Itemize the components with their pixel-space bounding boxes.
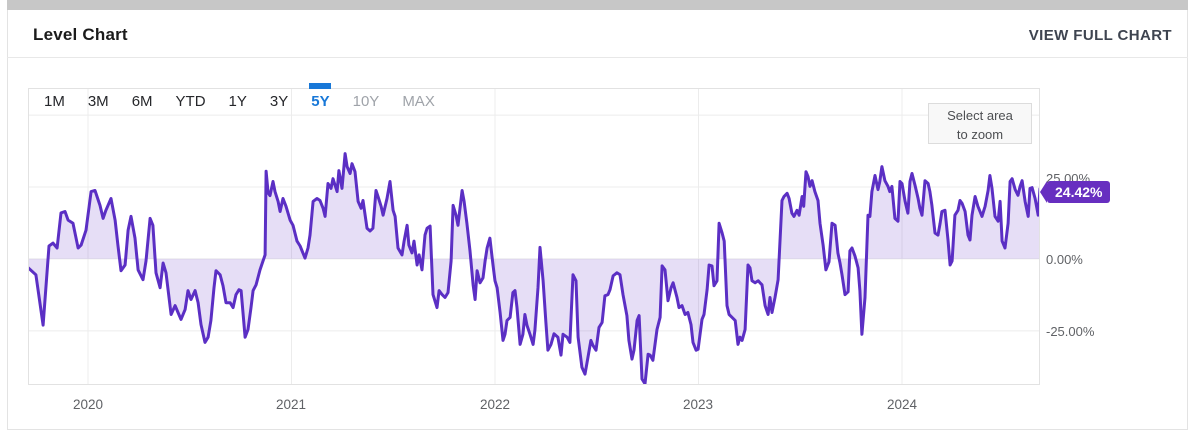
x-axis-label-2021: 2021 [275, 397, 307, 412]
plot-border [28, 88, 1040, 385]
range-tab-ytd[interactable]: YTD [175, 93, 206, 110]
chart-svg [28, 88, 1040, 385]
range-tab-max[interactable]: MAX [402, 93, 435, 110]
current-value-badge: 24.42% [1040, 181, 1111, 203]
current-value-text: 24.42% [1055, 184, 1103, 200]
y-axis-label-neg25: -25.00% [1046, 324, 1095, 339]
level-chart-card [7, 10, 1188, 430]
y-axis-label-0: 0.00% [1046, 252, 1083, 267]
range-tab-3m[interactable]: 3M [87, 93, 109, 110]
x-axis-label-2024: 2024 [886, 397, 918, 412]
x-axis-label-2020: 2020 [72, 397, 104, 412]
range-tab-5y[interactable]: 5Y [309, 83, 332, 110]
range-toolbar: 1M 3M 6M YTD 1Y 3Y 5Y 10Y MAX [44, 83, 435, 110]
select-area-to-zoom-hint: Select area to zoom [928, 103, 1032, 144]
range-tab-5y-label: 5Y [311, 93, 330, 110]
active-range-indicator [309, 83, 332, 89]
range-tab-1m[interactable]: 1M [44, 93, 65, 110]
badge-arrow [1040, 181, 1047, 203]
x-axis-label-2023: 2023 [682, 397, 714, 412]
page-title: Level Chart [33, 25, 128, 44]
x-axis-label-2022: 2022 [479, 397, 511, 412]
series-line [28, 152, 1040, 385]
level-chart-plot[interactable] [28, 88, 1040, 385]
zoom-hint-line1: Select area [947, 108, 1013, 123]
card-header: Level Chart VIEW FULL CHART [7, 10, 1188, 58]
zoom-hint-line2: to zoom [956, 127, 1004, 142]
view-full-chart-link[interactable]: VIEW FULL CHART [1028, 27, 1172, 44]
range-tab-6m[interactable]: 6M [131, 93, 153, 110]
top-gray-bar [7, 0, 1188, 10]
range-tab-10y[interactable]: 10Y [352, 93, 380, 110]
range-tab-3y[interactable]: 3Y [269, 93, 289, 110]
range-tab-1y[interactable]: 1Y [228, 93, 247, 110]
